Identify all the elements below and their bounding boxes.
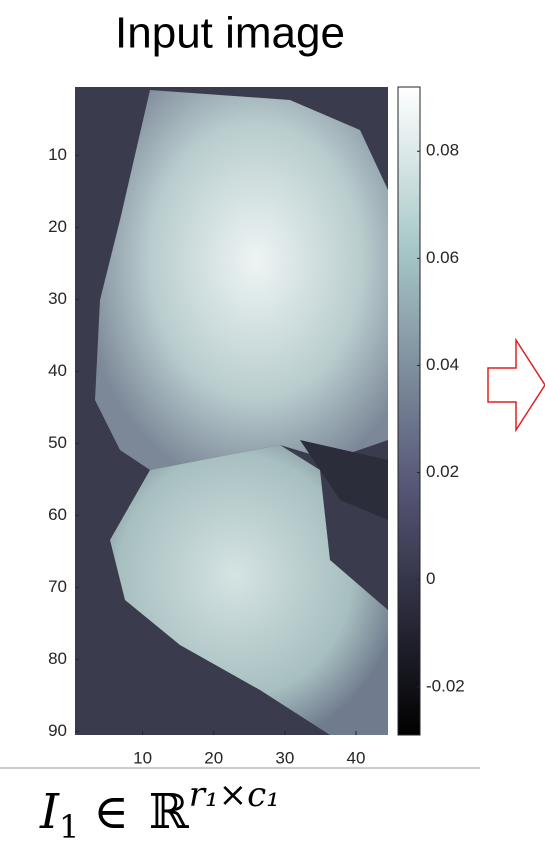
arrow <box>487 337 545 433</box>
y-tick-label: 10 <box>48 145 67 164</box>
y-tick-label: 20 <box>48 217 67 236</box>
y-tick-label: 30 <box>48 289 67 308</box>
caption-rel: ∈ <box>93 784 129 840</box>
y-tick-label: 90 <box>48 721 67 740</box>
colorbar-tick-label: 0.02 <box>426 462 459 481</box>
y-tick-label: 80 <box>48 649 67 668</box>
colorbar <box>397 86 421 736</box>
caption: I1 ∈ ℝr₁×c₁ <box>39 775 280 846</box>
caption-sup: r₁×c₁ <box>189 775 280 815</box>
input-image <box>75 87 388 735</box>
x-tick-label: 30 <box>275 748 294 767</box>
caption-set: ℝ <box>149 784 189 840</box>
y-tick-label: 70 <box>48 577 67 596</box>
caption-base: I <box>39 784 60 840</box>
colorbar-tick-label: 0.04 <box>426 355 459 374</box>
colorbar-tick-label: 0.06 <box>426 248 459 267</box>
caption-sub: 1 <box>59 808 79 846</box>
title: Input image <box>115 9 345 58</box>
x-tick-label: 10 <box>133 748 152 767</box>
y-tick-label: 60 <box>48 505 67 524</box>
y-tick-label: 40 <box>48 361 67 380</box>
colorbar-tick-label: 0 <box>426 569 435 588</box>
x-tick-label: 20 <box>204 748 223 767</box>
x-tick-label: 40 <box>347 748 366 767</box>
colorbar-tick-label: 0.08 <box>426 141 459 160</box>
colorbar-tick-label: -0.02 <box>426 676 465 695</box>
y-tick-label: 50 <box>48 433 67 452</box>
